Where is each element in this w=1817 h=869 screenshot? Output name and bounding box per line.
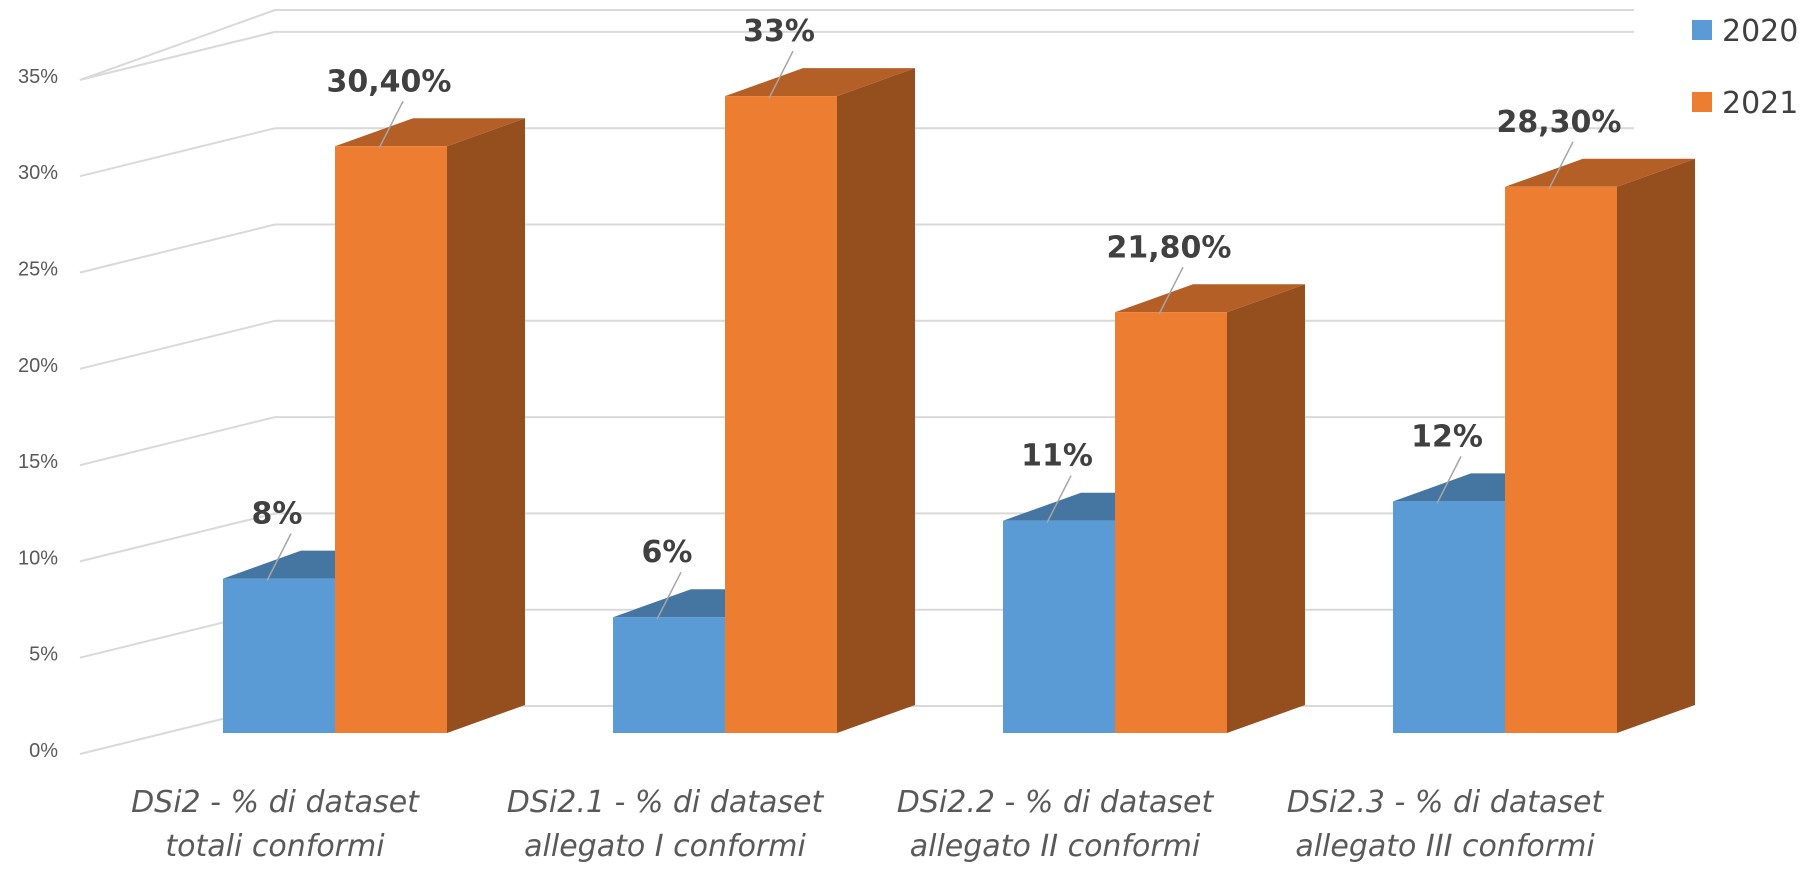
leader-line xyxy=(1158,266,1184,315)
leader-line xyxy=(266,533,292,581)
y-tick-label: 20% xyxy=(18,355,58,377)
bar-2021-1-side xyxy=(447,118,525,733)
category-label-2: DSi2.1 - % di dataset allegato I conformi xyxy=(507,785,825,864)
y-axis-ticks: 0% 5% 10% 15% 20% 25% 30% 35% xyxy=(18,66,58,762)
gridline-side xyxy=(79,30,276,81)
bar-2021-1-front xyxy=(335,146,447,733)
data-label-2021-1: 30,40% xyxy=(327,64,452,99)
category-labels: DSi2 - % di dataset totali conformi DSi2.1… xyxy=(131,785,1604,864)
legend-label-2020: 2020 xyxy=(1722,14,1798,49)
bar-2021-4-top xyxy=(1505,158,1695,187)
category-label-line: DSi2.2 - % di dataset xyxy=(897,785,1215,820)
category-label-line: allegato I conformi xyxy=(524,829,806,864)
data-label-2021-3: 21,80% xyxy=(1107,230,1232,265)
bar-2021-2 xyxy=(725,68,915,734)
category-label-line: totali conformi xyxy=(165,829,385,864)
legend: 2020 2021 xyxy=(1692,14,1798,121)
category-label-line: DSi2 - % di dataset xyxy=(131,785,420,820)
gridline-side xyxy=(79,416,276,467)
y-tick-label: 35% xyxy=(18,66,58,88)
category-label-line: DSi2.3 - % di dataset xyxy=(1287,785,1605,820)
data-label-2020-4: 12% xyxy=(1411,419,1483,454)
bar-2021-1-top xyxy=(335,118,525,147)
bar-2020-3-front xyxy=(1003,520,1115,733)
data-label-2021-2: 33% xyxy=(743,14,815,49)
y-tick-label: 5% xyxy=(29,644,58,666)
bar-2021-3-front xyxy=(1115,312,1227,733)
bars xyxy=(223,68,1695,734)
category-label-line: allegato II conformi xyxy=(910,829,1201,864)
bar-2021-3-side xyxy=(1227,284,1305,733)
category-label-3: DSi2.2 - % di dataset allegato II conform… xyxy=(897,785,1215,864)
leader-line xyxy=(1046,475,1072,524)
legend-label-2021: 2021 xyxy=(1722,86,1798,121)
bar-2021-4-front xyxy=(1505,186,1617,733)
gridline-side xyxy=(79,512,276,563)
bar-2021-4 xyxy=(1505,158,1695,733)
gridline-side xyxy=(79,127,276,178)
legend-swatch-2020 xyxy=(1692,20,1712,40)
data-label-2020-1: 8% xyxy=(252,497,303,532)
category-label-line: allegato III conformi xyxy=(1295,829,1595,864)
leader-line xyxy=(656,571,682,620)
bar-2021-2-front xyxy=(725,96,837,734)
bar-2020-2-front xyxy=(613,617,725,733)
data-label-2020-3: 11% xyxy=(1021,439,1093,474)
leader-line xyxy=(378,100,404,149)
bar-2020-4-front xyxy=(1393,501,1505,733)
bar-2021-4-side xyxy=(1617,158,1695,733)
gridline-top-side xyxy=(79,9,276,81)
leader-line xyxy=(768,50,794,99)
y-tick-label: 0% xyxy=(29,740,58,762)
category-label-1: DSi2 - % di dataset totali conformi xyxy=(131,785,420,864)
bar-2021-1 xyxy=(335,118,525,733)
data-label-2020-2: 6% xyxy=(642,535,693,570)
legend-swatch-2021 xyxy=(1692,92,1712,112)
bar-2021-2-side xyxy=(837,68,915,734)
gridline-side xyxy=(79,223,276,274)
bar-2021-2-top xyxy=(725,68,915,97)
bar-2020-1-front xyxy=(223,578,335,733)
y-tick-label: 25% xyxy=(18,259,58,281)
category-label-line: DSi2.1 - % di dataset xyxy=(507,785,825,820)
y-tick-label: 15% xyxy=(18,451,58,473)
bar-2021-3-top xyxy=(1115,284,1305,313)
y-tick-label: 30% xyxy=(18,162,58,184)
leader-line xyxy=(1436,456,1462,504)
bar-2021-3 xyxy=(1115,284,1305,733)
y-tick-label: 10% xyxy=(18,547,58,569)
data-labels: 8% 6% 11% 12% 30,40% 33% 21,80% 28,30% xyxy=(252,14,1622,620)
category-label-4: DSi2.3 - % di dataset allegato III confor… xyxy=(1287,785,1605,864)
gridline-side xyxy=(79,319,276,370)
leader-line xyxy=(1548,141,1574,190)
data-label-2021-4: 28,30% xyxy=(1497,105,1622,140)
